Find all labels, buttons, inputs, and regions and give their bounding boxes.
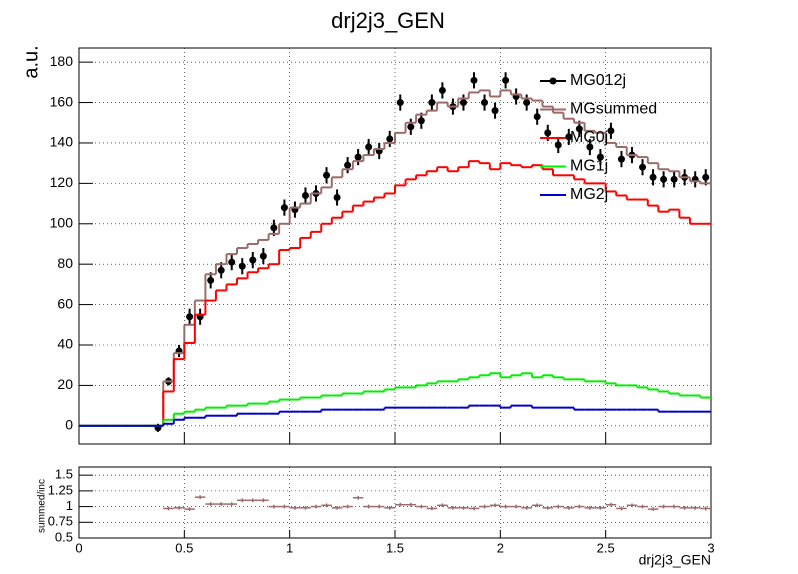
ratio-y-axis-label: summed/inc bbox=[37, 479, 48, 533]
data-point bbox=[649, 173, 657, 181]
data-point bbox=[639, 163, 647, 171]
y-tick-label: 120 bbox=[50, 174, 74, 190]
data-point bbox=[660, 175, 668, 183]
data-point bbox=[481, 99, 489, 107]
data-point bbox=[333, 194, 341, 202]
data-point bbox=[544, 129, 552, 137]
data-point bbox=[354, 153, 362, 161]
data-point bbox=[670, 175, 678, 183]
legend-label: MG1j bbox=[570, 158, 608, 175]
data-point bbox=[617, 155, 625, 163]
legend-marker bbox=[549, 77, 557, 85]
data-point bbox=[417, 117, 425, 125]
legend-label: MGsummed bbox=[570, 101, 657, 118]
y-tick-label: 0 bbox=[65, 417, 73, 433]
data-point bbox=[396, 99, 404, 107]
data-point bbox=[301, 191, 309, 199]
data-point bbox=[575, 125, 583, 133]
legend-label: MG012j bbox=[570, 72, 626, 89]
x-tick-label: 0.5 bbox=[175, 540, 193, 555]
data-point bbox=[523, 99, 531, 107]
legend-label: MG0j bbox=[570, 129, 608, 146]
data-point bbox=[586, 143, 594, 151]
data-point bbox=[533, 113, 541, 121]
data-point bbox=[323, 171, 331, 179]
data-point bbox=[596, 153, 604, 161]
data-point bbox=[607, 127, 615, 135]
y-tick-label: 1 bbox=[66, 498, 73, 513]
data-point bbox=[502, 76, 510, 84]
data-point bbox=[280, 204, 288, 212]
data-point bbox=[565, 133, 573, 141]
data-point bbox=[438, 86, 446, 94]
data-point bbox=[249, 256, 257, 264]
x-axis-label: drj2j3_GEN bbox=[639, 552, 711, 568]
y-tick-label: 60 bbox=[57, 295, 73, 311]
data-point bbox=[270, 224, 278, 232]
y-tick-label: 0.5 bbox=[55, 529, 73, 544]
x-tick-label: 0 bbox=[75, 540, 82, 555]
y-tick-label: 180 bbox=[50, 53, 74, 69]
y-tick-label: 1.5 bbox=[55, 467, 73, 482]
x-tick-label: 2 bbox=[497, 540, 504, 555]
data-point bbox=[459, 99, 467, 107]
y-tick-label: 100 bbox=[50, 214, 74, 230]
data-point bbox=[554, 141, 562, 149]
x-tick-label: 1.5 bbox=[386, 540, 404, 555]
y-tick-label: 160 bbox=[50, 93, 74, 109]
data-point bbox=[428, 99, 436, 107]
x-tick-label: 1 bbox=[286, 540, 293, 555]
data-point bbox=[702, 173, 710, 181]
x-tick-label: 3 bbox=[707, 540, 714, 555]
y-axis-label: a.u. bbox=[20, 45, 42, 78]
x-tick-label: 2.5 bbox=[597, 540, 615, 555]
data-point bbox=[228, 258, 236, 266]
y-tick-label: 140 bbox=[50, 134, 74, 150]
y-tick-label: 20 bbox=[57, 376, 73, 392]
chart-title: drj2j3_GEN bbox=[331, 8, 445, 33]
y-tick-label: 0.75 bbox=[48, 514, 73, 529]
legend-label: MG2j bbox=[570, 186, 608, 203]
data-point bbox=[386, 135, 394, 143]
data-point bbox=[207, 276, 215, 284]
data-point bbox=[238, 262, 246, 270]
y-tick-label: 40 bbox=[57, 336, 73, 352]
data-point bbox=[470, 76, 478, 84]
data-point bbox=[365, 143, 373, 151]
data-point bbox=[344, 161, 352, 169]
data-point bbox=[259, 252, 267, 260]
y-tick-label: 80 bbox=[57, 255, 73, 271]
data-point bbox=[217, 266, 225, 274]
data-point bbox=[407, 123, 415, 131]
y-tick-label: 1.25 bbox=[48, 482, 73, 497]
data-point bbox=[186, 313, 194, 321]
data-point bbox=[491, 107, 499, 115]
